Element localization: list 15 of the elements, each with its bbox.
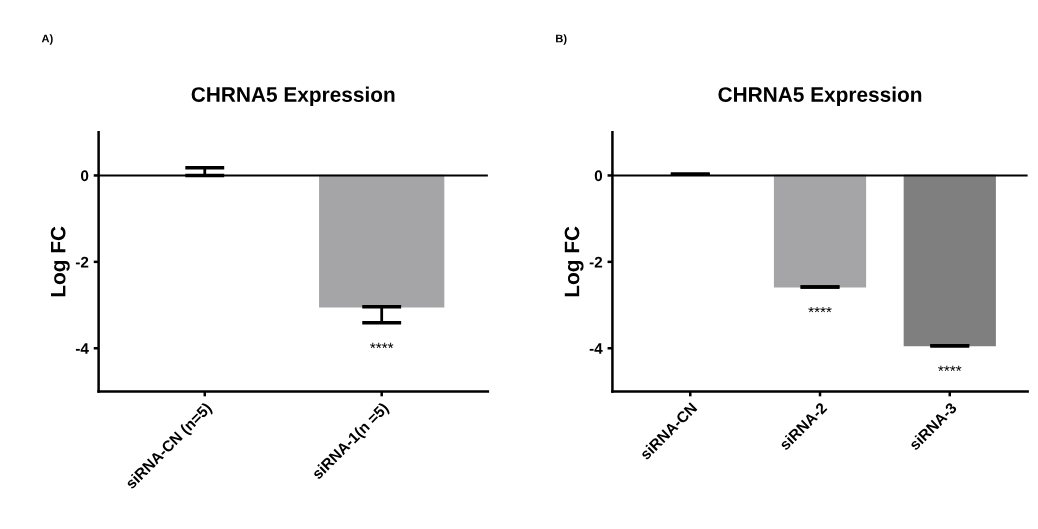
y-tick-label: -4: [75, 343, 89, 354]
annotation: ****: [370, 342, 394, 349]
y-tick-label: -4: [589, 343, 603, 354]
annotation: ****: [938, 365, 962, 372]
y-tick-label: 0: [594, 170, 603, 182]
y-axis-title: Log FC: [50, 226, 70, 297]
chart-title: CHRNA5 Expression: [191, 86, 395, 107]
y-tick-label: -2: [75, 256, 89, 268]
annotation: ****: [808, 306, 832, 313]
text: B): [556, 34, 567, 45]
y-tick-label: 0: [81, 170, 89, 182]
y-tick-label: -2: [589, 256, 603, 268]
y-axis-title: Log FC: [564, 226, 584, 297]
text: A): [41, 34, 53, 45]
chart-title: CHRNA5 Expression: [718, 86, 922, 107]
